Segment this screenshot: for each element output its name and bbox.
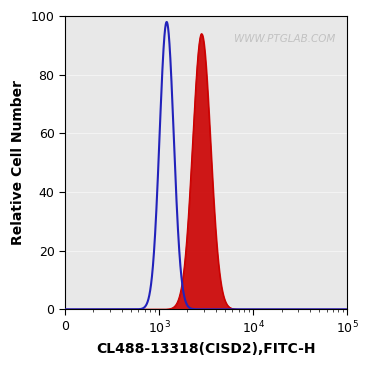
- X-axis label: CL488-13318(CISD2),FITC-H: CL488-13318(CISD2),FITC-H: [97, 342, 316, 356]
- Y-axis label: Relative Cell Number: Relative Cell Number: [11, 80, 25, 245]
- Text: WWW.PTGLAB.COM: WWW.PTGLAB.COM: [235, 34, 336, 44]
